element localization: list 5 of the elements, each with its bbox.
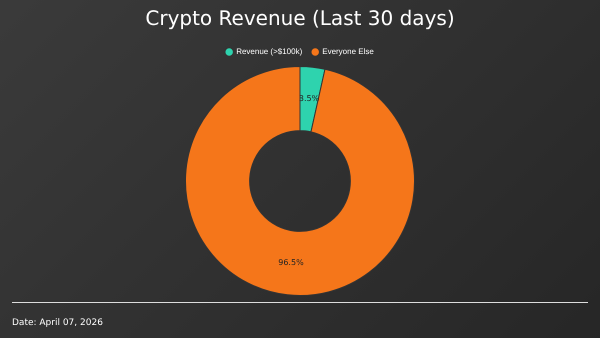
text: Date: April 07, 2026 [12, 318, 103, 328]
legend-label: Revenue (>$100k) [236, 47, 303, 56]
legend-label: Everyone Else [322, 47, 374, 56]
chart-title: Crypto Revenue (Last 30 days) [145, 6, 455, 30]
data-label: 96.5% [278, 258, 304, 268]
